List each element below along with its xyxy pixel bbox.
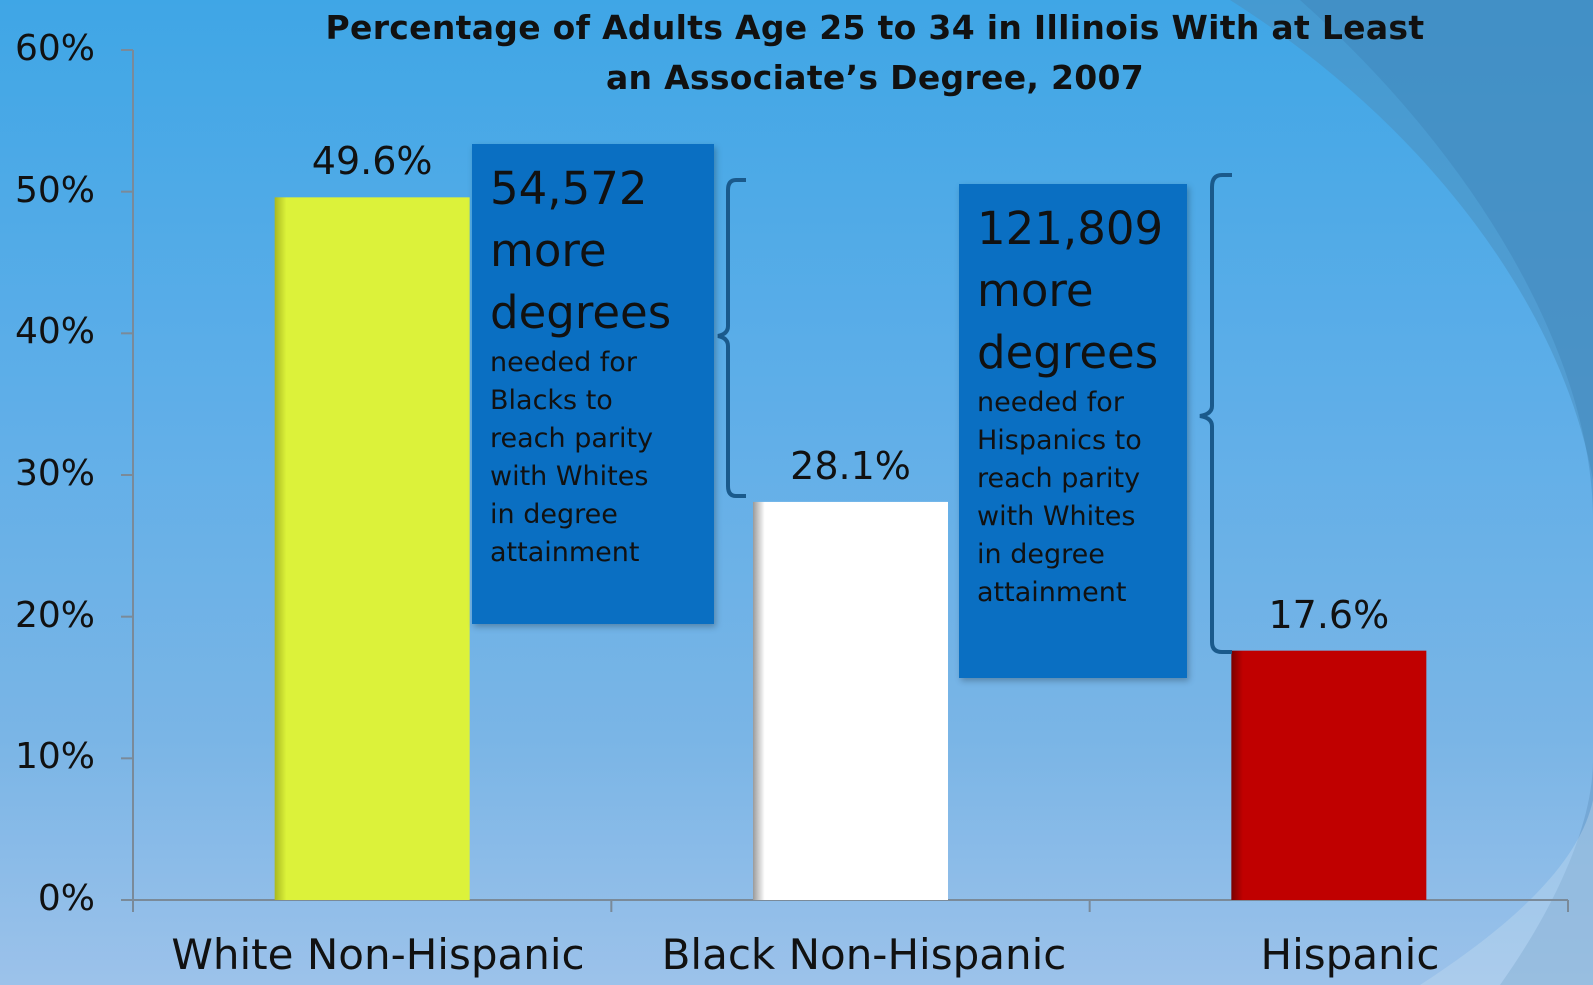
callout-black-text-4: with Whites — [490, 461, 649, 492]
bar-white-non-hispanic — [274, 197, 470, 901]
callout-hispanic-more: more — [977, 264, 1094, 317]
callout-hispanic-text-6: attainment — [977, 577, 1127, 608]
bracket-hispanic-gap — [1199, 173, 1232, 654]
callout-black-text-3: reach parity — [490, 423, 654, 454]
chart-title-line2: an Associate’s Degree, 2007 — [605, 58, 1145, 97]
x-label-black: Black Non-Hispanic — [661, 930, 1067, 979]
data-label-black: 28.1% — [790, 443, 911, 488]
callout-black-count: 54,572 — [490, 162, 648, 215]
callout-hispanic-text-2: Hispanics to — [977, 425, 1142, 456]
callout-hispanic-text-3: reach parity — [977, 463, 1141, 494]
callout-black-text-6: attainment — [490, 537, 640, 568]
y-tick-label: 30% — [14, 453, 95, 494]
callout-hispanic-text-4: with Whites — [977, 501, 1136, 532]
callout-black-text-5: in degree — [490, 499, 618, 530]
data-label-hispanic: 17.6% — [1268, 592, 1390, 637]
x-label-hispanic: Hispanic — [1260, 930, 1440, 979]
callout-hispanic-text-1: needed for — [977, 387, 1124, 418]
y-tick-label: 60% — [14, 28, 95, 69]
callout-hispanic-degrees: degrees — [977, 326, 1159, 379]
callout-black-text-1: needed for — [490, 347, 637, 378]
y-tick-label: 0% — [37, 878, 95, 919]
callout-hispanic-gap: 121,809 more degrees needed for Hispanic… — [959, 184, 1187, 678]
data-label-white: 49.6% — [311, 139, 433, 184]
x-label-white: White Non-Hispanic — [171, 930, 585, 979]
callout-black-text-2: Blacks to — [490, 385, 613, 416]
callout-hispanic-text-5: in degree — [977, 539, 1105, 570]
callout-black-more: more — [490, 224, 607, 277]
y-tick-label: 40% — [14, 311, 95, 353]
callout-hispanic-count: 121,809 — [977, 202, 1164, 255]
chart-title-line1: Percentage of Adults Age 25 to 34 in Ill… — [325, 8, 1425, 47]
bar-hispanic — [1231, 650, 1427, 900]
bar-black-non-hispanic — [753, 501, 948, 900]
callout-black-degrees: degrees — [490, 286, 672, 339]
y-tick-label: 20% — [14, 594, 95, 636]
bracket-black-gap — [717, 178, 746, 498]
y-tick-label: 10% — [14, 736, 95, 778]
y-tick-label: 50% — [14, 169, 95, 211]
callout-black-gap: 54,572 more degrees needed for Blacks to… — [472, 144, 714, 624]
